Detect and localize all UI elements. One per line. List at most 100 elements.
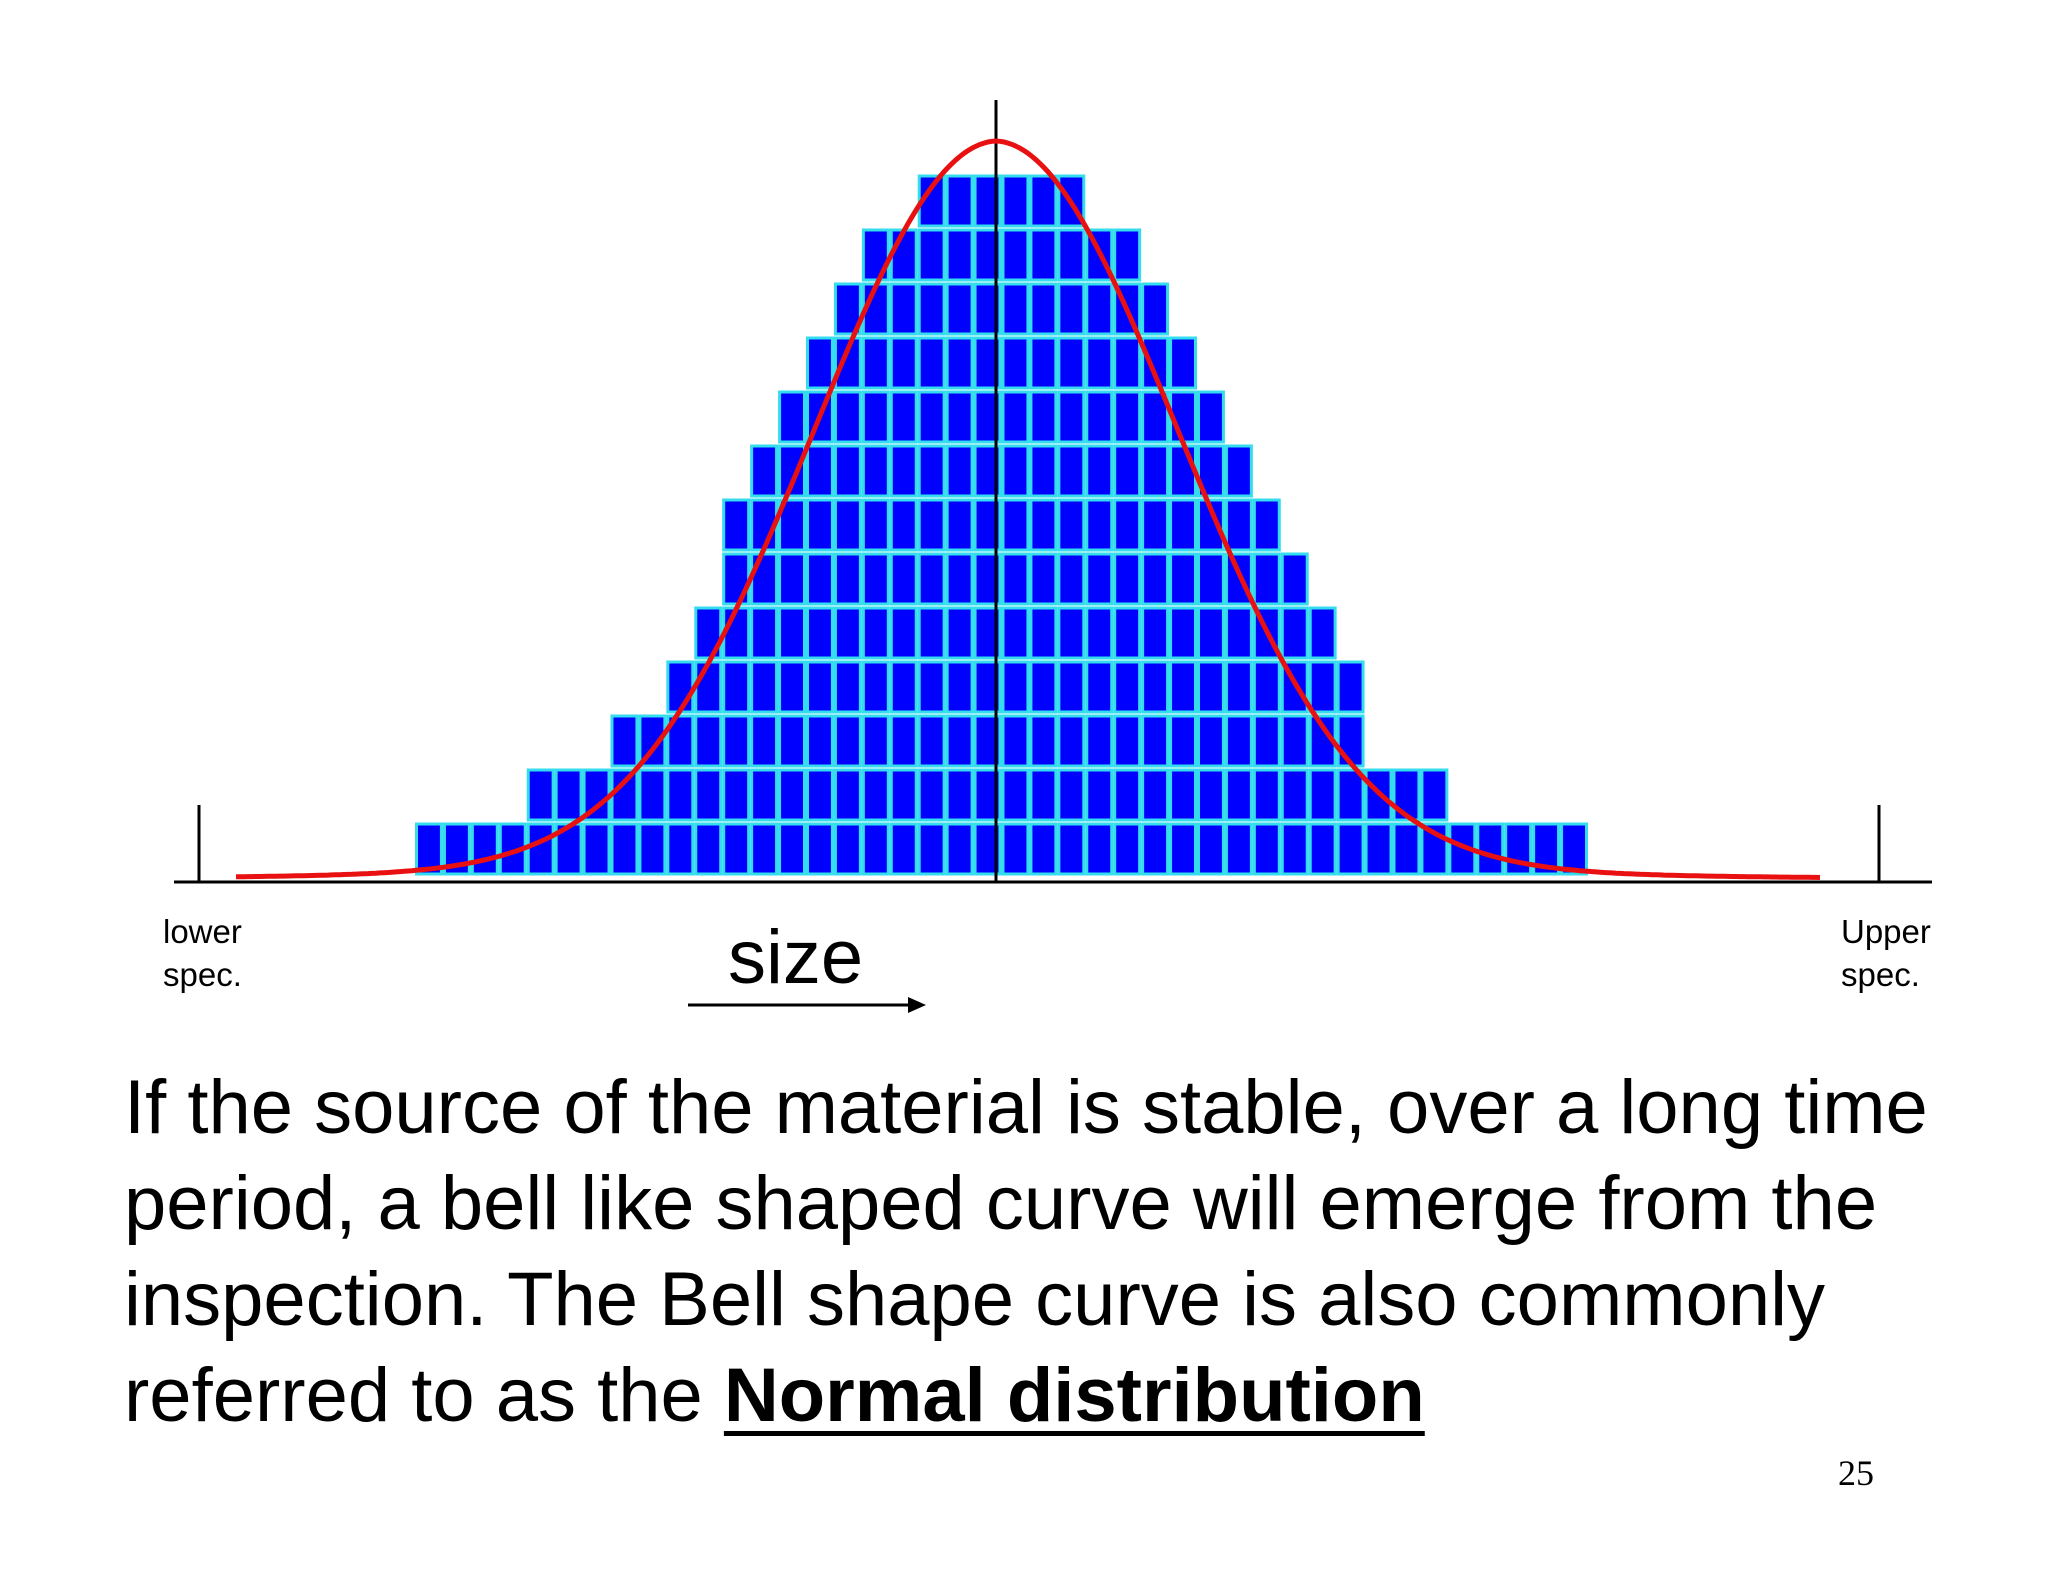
bar-block (833, 498, 862, 552)
bar-block (1057, 822, 1086, 876)
bar-block (889, 606, 918, 660)
bar-block (917, 336, 946, 390)
bar-block (806, 498, 834, 552)
bar-block (917, 498, 946, 552)
bar-block (917, 606, 946, 660)
bar-block (1224, 660, 1253, 714)
bar-block (1057, 606, 1086, 660)
bar-block (750, 606, 779, 660)
bar-block (806, 444, 834, 498)
bar-block (833, 390, 862, 444)
bar-block (917, 822, 946, 876)
bar-block (1280, 714, 1309, 768)
bar-block (1141, 552, 1170, 606)
bar-block (1392, 822, 1421, 876)
bar-block (1029, 822, 1058, 876)
bar-block (666, 768, 695, 822)
bar-block (778, 606, 807, 660)
bar-block (1029, 336, 1058, 390)
bar-block (917, 660, 946, 714)
normal-curve (235, 138, 1821, 880)
bar-block (1197, 390, 1225, 444)
bar-block (750, 444, 779, 498)
bar-block (1057, 498, 1086, 552)
bar-block (1280, 822, 1309, 876)
bar-block (722, 606, 751, 660)
bar-block (1141, 498, 1170, 552)
bar-block (1252, 768, 1281, 822)
lower-spec-label: lower spec. (163, 913, 242, 993)
bar-block (750, 768, 779, 822)
bar-block (1057, 660, 1086, 714)
bar-block (1001, 336, 1030, 390)
bar-block (778, 768, 807, 822)
bar-block (1001, 660, 1030, 714)
bar-block (1252, 822, 1281, 876)
bar-block (1141, 822, 1170, 876)
bar-block (1504, 822, 1533, 876)
bar-block (1113, 768, 1142, 822)
bar-block (1308, 606, 1337, 660)
bar-block (1169, 714, 1197, 768)
bar-block (1113, 498, 1142, 552)
bar-block (1001, 606, 1030, 660)
bar-block (1169, 444, 1197, 498)
bar-block (1476, 822, 1505, 876)
bar-block (917, 228, 946, 282)
bar-block (806, 606, 834, 660)
bar-block (1141, 282, 1170, 336)
bar-block (1085, 768, 1114, 822)
bar-block (1113, 606, 1142, 660)
bar-block (945, 228, 974, 282)
bar-block (722, 768, 751, 822)
bar-block (1001, 228, 1030, 282)
bar-block (1252, 552, 1281, 606)
bar-block (861, 660, 890, 714)
bar-block (806, 768, 834, 822)
bar-block (945, 606, 974, 660)
bar-block (1057, 228, 1086, 282)
bar-block (1224, 822, 1253, 876)
bar-block (1197, 606, 1225, 660)
bar-block (778, 660, 807, 714)
bar-block (889, 282, 918, 336)
bar-block (1029, 390, 1058, 444)
bar-block (1085, 552, 1114, 606)
bar-block (1336, 768, 1365, 822)
bar-block (1308, 768, 1337, 822)
bar-block (833, 552, 862, 606)
bar-block (889, 714, 918, 768)
bar-block (1252, 660, 1281, 714)
bar-block (1057, 768, 1086, 822)
bar-block (806, 822, 834, 876)
bar-block (666, 822, 695, 876)
bar-block (889, 660, 918, 714)
bar-block (1308, 822, 1337, 876)
bar-block (1057, 444, 1086, 498)
bar-block (945, 282, 974, 336)
bar-block (861, 714, 890, 768)
bar-block (1029, 552, 1058, 606)
bar-block (666, 660, 695, 714)
bar-block (861, 336, 890, 390)
bar-block (861, 552, 890, 606)
bar-block (1280, 768, 1309, 822)
bar-block (470, 822, 499, 876)
bar-block (1113, 660, 1142, 714)
bar-block (1057, 714, 1086, 768)
bar-block (861, 768, 890, 822)
bar-block (1029, 282, 1058, 336)
bar-block (806, 660, 834, 714)
bar-block (861, 444, 890, 498)
bar-block (945, 444, 974, 498)
bar-block (1224, 498, 1253, 552)
bar-block (638, 822, 667, 876)
bar-block (1336, 714, 1365, 768)
size-arrow-head (908, 997, 926, 1013)
bar-block (1085, 336, 1114, 390)
bar-block (945, 768, 974, 822)
bar-block (1113, 822, 1142, 876)
bar-block (917, 768, 946, 822)
bar-block (861, 390, 890, 444)
bar-block (1169, 552, 1197, 606)
